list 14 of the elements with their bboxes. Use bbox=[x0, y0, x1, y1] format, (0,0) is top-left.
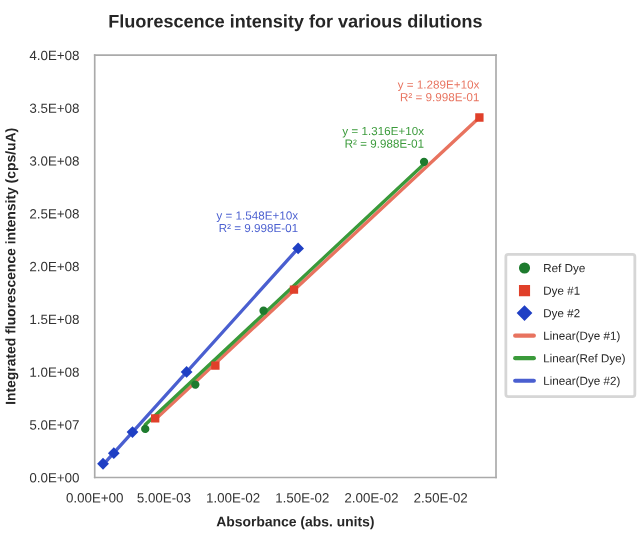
point bbox=[191, 380, 200, 389]
point bbox=[292, 242, 305, 255]
point bbox=[180, 366, 193, 378]
point bbox=[419, 157, 429, 166]
point bbox=[289, 285, 299, 294]
point bbox=[211, 361, 220, 370]
point bbox=[475, 113, 484, 122]
point bbox=[107, 447, 120, 460]
chart-title: Fluorescence intensity for various dilutions bbox=[109, 14, 482, 32]
point bbox=[259, 306, 268, 315]
point bbox=[151, 414, 160, 423]
point bbox=[141, 424, 150, 434]
point bbox=[97, 457, 109, 470]
point bbox=[126, 426, 139, 438]
